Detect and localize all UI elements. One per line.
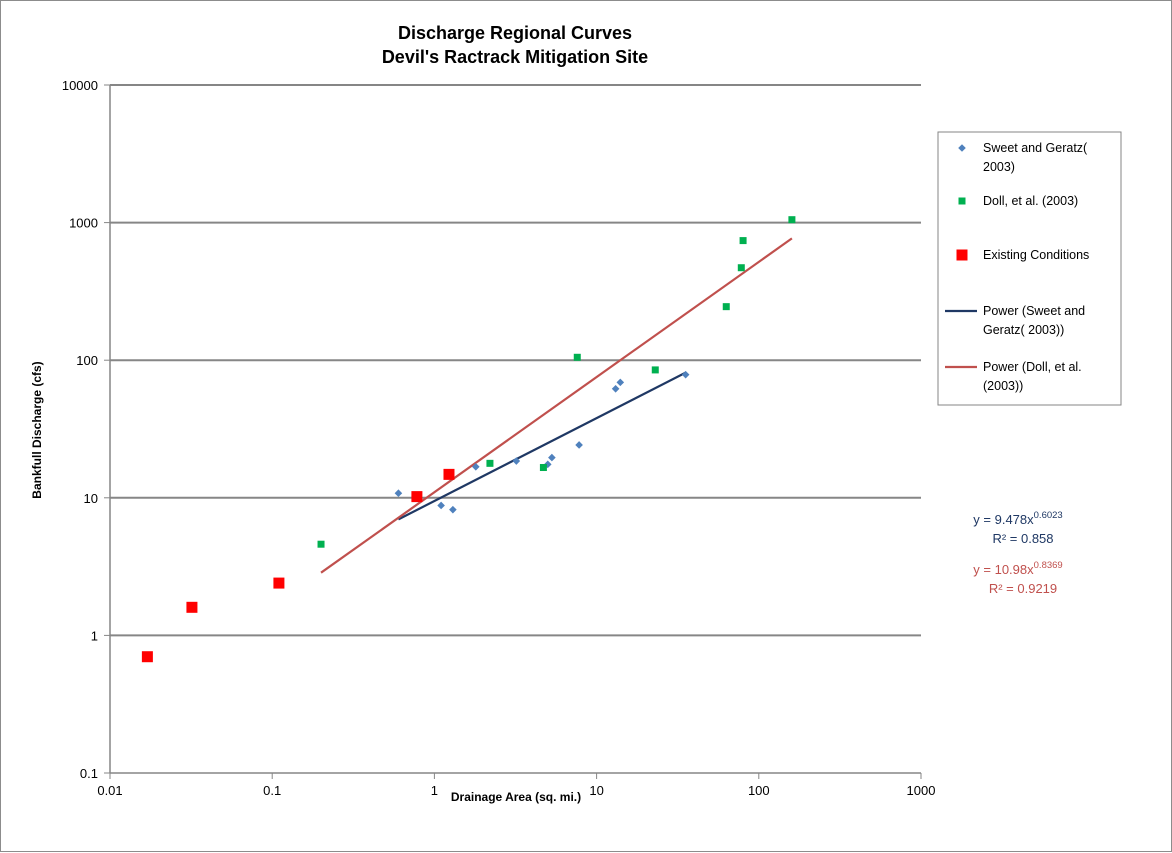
point-s2-4 <box>443 468 455 480</box>
x-tick-labels: 0.01 0.1 1 10 100 1000 <box>97 783 935 798</box>
point-s0-3 <box>472 462 480 471</box>
point-s1-8 <box>788 216 796 224</box>
x-tick-label-0.01: 0.01 <box>97 783 122 798</box>
point-s1-5 <box>722 303 730 311</box>
axes <box>104 84 922 779</box>
legend-label-4-0: Power (Doll, et al. <box>983 360 1082 374</box>
legend-swatch-0 <box>958 144 966 152</box>
x-tick-label-0.1: 0.1 <box>263 783 281 798</box>
y-tick-label-10: 10 <box>84 491 98 506</box>
legend-label-3-1: Geratz( 2003)) <box>983 323 1064 337</box>
point-s2-1 <box>186 601 198 613</box>
point-s0-10 <box>681 370 690 379</box>
trendlines <box>320 237 793 574</box>
point-s0-5 <box>543 460 552 469</box>
x-axis-title: Drainage Area (sq. mi.) <box>451 790 581 804</box>
x-tick-label-10: 10 <box>589 783 603 798</box>
y-tick-label-1000: 1000 <box>69 216 98 231</box>
r-squared-1: R² = 0.9219 <box>989 581 1057 596</box>
y-tick-label-100: 100 <box>76 353 98 368</box>
x-tick-label-100: 100 <box>748 783 770 798</box>
equation-1: y = 10.98x0.8369 <box>973 560 1062 577</box>
y-tick-labels: 0.1 1 10 100 1000 10000 <box>62 78 98 781</box>
point-s1-6 <box>737 264 745 272</box>
y-tick-label-10000: 10000 <box>62 78 98 93</box>
point-s0-8 <box>611 384 620 393</box>
legend-label-1-0: Doll, et al. (2003) <box>983 194 1078 208</box>
point-s1-2 <box>539 464 547 472</box>
point-s2-2 <box>273 577 285 589</box>
point-s1-1 <box>486 459 494 467</box>
point-s0-7 <box>575 441 583 449</box>
legend: Sweet and Geratz( 2003) Doll, et al. (2003… <box>937 131 1122 406</box>
trendline-0 <box>397 371 687 521</box>
chart-title-line1: Discharge Regional Curves <box>398 23 632 43</box>
y-tick-label-1: 1 <box>91 628 98 643</box>
point-s0-9 <box>616 378 625 387</box>
r-squared-0: R² = 0.858 <box>992 531 1053 546</box>
legend-label-4-1: (2003)) <box>983 379 1023 393</box>
point-s0-1 <box>437 501 445 510</box>
y-tick-label-0.1: 0.1 <box>80 766 98 781</box>
chart-title-line2: Devil's Ractrack Mitigation Site <box>382 47 648 67</box>
x-tick-label-1: 1 <box>431 783 438 798</box>
legend-label-2-0: Existing Conditions <box>983 248 1089 262</box>
equation-0: y = 9.478x0.6023 <box>973 510 1062 527</box>
point-s2-3 <box>411 491 423 503</box>
point-s0-0 <box>394 489 403 498</box>
point-s0-6 <box>548 453 556 462</box>
point-s1-4 <box>651 366 659 374</box>
point-s1-3 <box>573 353 581 361</box>
point-s1-0 <box>317 540 325 548</box>
legend-box <box>937 131 1122 406</box>
point-s2-0 <box>141 651 153 663</box>
gridlines <box>110 84 921 637</box>
legend-label-3-0: Power (Sweet and <box>983 304 1085 318</box>
x-tick-label-1000: 1000 <box>907 783 936 798</box>
y-axis-title: Bankfull Discharge (cfs) <box>30 361 44 498</box>
data-points <box>141 216 796 663</box>
point-s0-4 <box>512 457 521 465</box>
legend-label-0-0: Sweet and Geratz( <box>983 141 1088 155</box>
legend-swatch-1 <box>958 197 966 205</box>
point-s1-7 <box>739 237 747 245</box>
point-s0-2 <box>449 505 457 514</box>
legend-label-0-1: 2003) <box>983 160 1015 174</box>
trendline-equations: y = 9.478x0.6023 R² = 0.858 y = 10.98x0.83… <box>973 510 1062 596</box>
trendline-1 <box>320 237 793 574</box>
legend-swatch-2 <box>956 249 968 261</box>
